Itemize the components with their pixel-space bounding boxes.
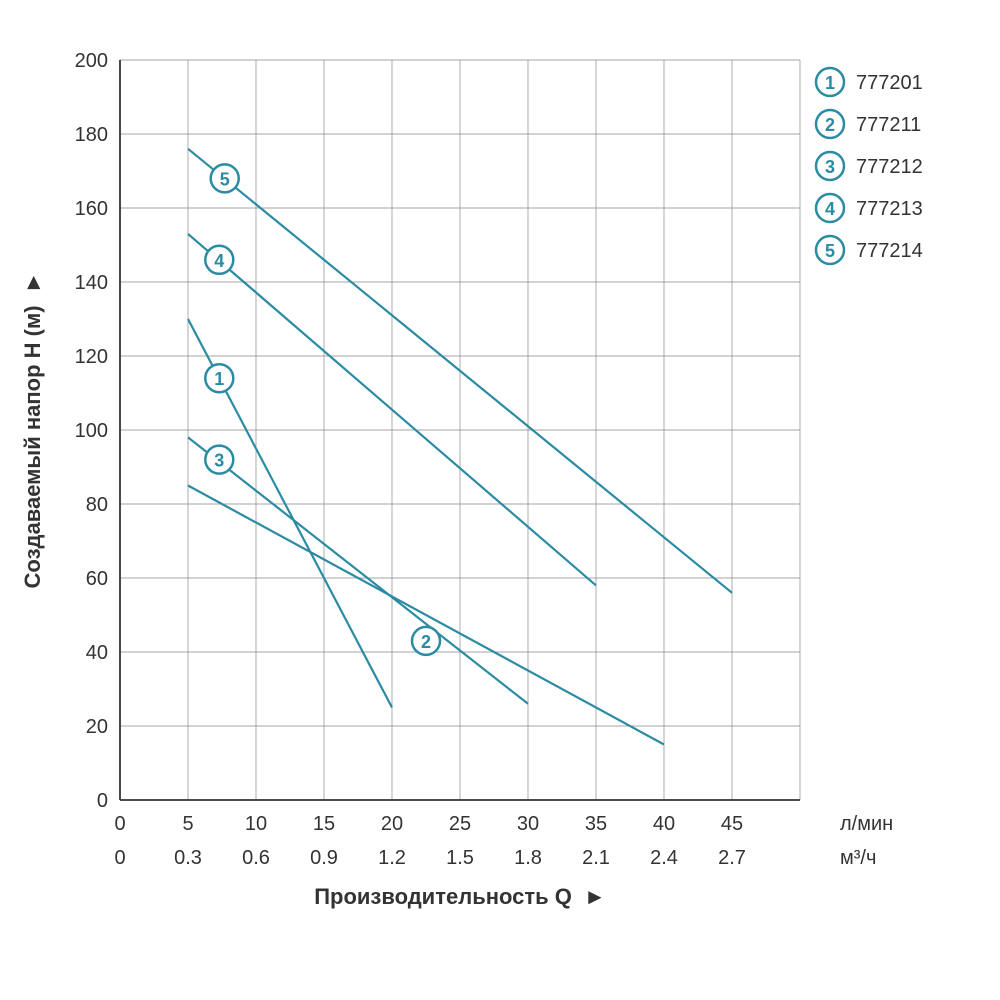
curve-marker-label-5: 5: [220, 169, 230, 189]
curve-marker-label-4: 4: [214, 251, 224, 271]
x-unit-lmin: л/мин: [840, 813, 893, 835]
x-tick-label-lmin: 10: [245, 813, 267, 835]
legend-marker-label-4: 4: [825, 199, 835, 219]
x-tick-label-m3h: 1.5: [446, 847, 474, 869]
x-tick-label-m3h: 2.7: [718, 847, 746, 869]
y-tick-label: 160: [75, 198, 108, 220]
y-tick-label: 0: [97, 790, 108, 812]
x-tick-label-lmin: 45: [721, 813, 743, 835]
y-tick-label: 200: [75, 50, 108, 72]
curve-marker-label-1: 1: [214, 369, 224, 389]
legend-label-1: 777201: [856, 72, 923, 94]
curve-marker-label-2: 2: [421, 632, 431, 652]
legend-marker-label-2: 2: [825, 115, 835, 135]
x-tick-label-lmin: 5: [182, 813, 193, 835]
legend-label-5: 777214: [856, 240, 923, 262]
x-tick-label-m3h: 1.2: [378, 847, 406, 869]
x-tick-label-m3h: 2.1: [582, 847, 610, 869]
x-axis-title: Производительность Q ►: [314, 884, 606, 909]
x-tick-label-lmin: 25: [449, 813, 471, 835]
y-tick-label: 120: [75, 346, 108, 368]
pump-performance-chart: 0204060801001201401601802000510152025303…: [0, 0, 1000, 1000]
x-tick-label-lmin: 0: [114, 813, 125, 835]
legend-marker-label-1: 1: [825, 73, 835, 93]
pump-curve-3: [188, 437, 528, 703]
y-tick-label: 80: [86, 494, 108, 516]
y-tick-label: 40: [86, 642, 108, 664]
y-axis-title: Создаваемый напор H (м) ►: [20, 272, 45, 589]
y-tick-label: 140: [75, 272, 108, 294]
pump-curve-2: [188, 486, 664, 745]
legend-label-3: 777212: [856, 156, 923, 178]
x-tick-label-lmin: 40: [653, 813, 675, 835]
x-tick-label-lmin: 15: [313, 813, 335, 835]
x-tick-label-lmin: 30: [517, 813, 539, 835]
x-tick-label-m3h: 0: [114, 847, 125, 869]
x-tick-label-lmin: 20: [381, 813, 403, 835]
x-unit-m3h: м³/ч: [840, 847, 876, 869]
x-tick-label-m3h: 2.4: [650, 847, 678, 869]
y-tick-label: 100: [75, 420, 108, 442]
legend-marker-label-3: 3: [825, 157, 835, 177]
legend-label-4: 777213: [856, 198, 923, 220]
legend-label-2: 777211: [856, 114, 921, 136]
x-tick-label-m3h: 0.3: [174, 847, 202, 869]
y-tick-label: 20: [86, 716, 108, 738]
x-tick-label-m3h: 0.6: [242, 847, 270, 869]
x-tick-label-lmin: 35: [585, 813, 607, 835]
x-tick-label-m3h: 0.9: [310, 847, 338, 869]
y-tick-label: 60: [86, 568, 108, 590]
legend-marker-label-5: 5: [825, 241, 835, 261]
x-tick-label-m3h: 1.8: [514, 847, 542, 869]
y-tick-label: 180: [75, 124, 108, 146]
curve-marker-label-3: 3: [214, 451, 224, 471]
